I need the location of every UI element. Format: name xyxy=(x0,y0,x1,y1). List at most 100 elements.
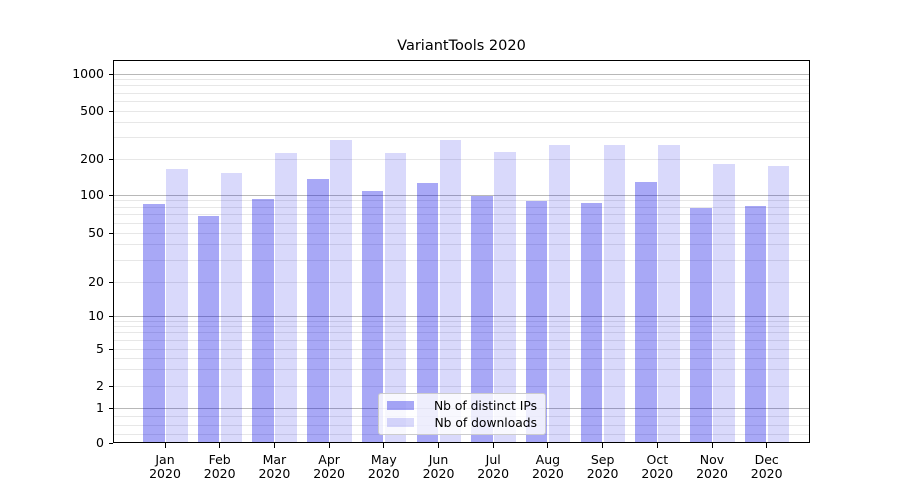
minor-gridline xyxy=(113,332,810,334)
y-tick-label: 200 xyxy=(80,151,104,166)
bar-mar-distinct-ips xyxy=(252,198,274,443)
minor-gridline xyxy=(113,79,810,81)
bar-dec-distinct-ips xyxy=(744,205,767,443)
x-tick-mark xyxy=(711,443,713,448)
minor-gridline xyxy=(113,100,810,102)
bar-aug-distinct-ips xyxy=(525,200,548,443)
y-tick-label: 2 xyxy=(96,378,104,393)
bar-nov-distinct-ips xyxy=(690,207,712,443)
x-tick-label: Nov 2020 xyxy=(696,452,728,481)
y-tick-label: 500 xyxy=(80,103,104,118)
bar-oct-distinct-ips xyxy=(635,181,657,443)
y-tick-mark xyxy=(108,442,113,444)
minor-gridline xyxy=(113,339,810,341)
x-tick-mark xyxy=(656,443,658,448)
x-tick-label: Mar 2020 xyxy=(258,452,291,481)
bar-jan-downloads xyxy=(166,168,188,443)
minor-gridline xyxy=(113,232,810,234)
bar-feb-distinct-ips xyxy=(197,216,220,443)
bar-mar-downloads xyxy=(275,152,297,443)
legend-row-distinct-ips: Nb of distinct IPs xyxy=(387,397,537,414)
x-tick-label: Sep 2020 xyxy=(586,452,619,481)
x-tick-mark xyxy=(273,443,275,448)
minor-gridline xyxy=(113,259,810,261)
legend-row-downloads: Nb of downloads xyxy=(387,414,537,431)
bar-oct-downloads xyxy=(658,145,680,443)
minor-gridline xyxy=(113,122,810,124)
bar-apr-distinct-ips xyxy=(307,178,329,443)
y-tick-label: 5 xyxy=(96,341,104,356)
x-tick-label: Jan 2020 xyxy=(149,452,181,481)
minor-gridline xyxy=(113,110,810,112)
y-tick-mark xyxy=(108,348,113,350)
minor-gridline xyxy=(113,206,810,208)
legend: Nb of distinct IPs Nb of downloads xyxy=(378,393,546,435)
bar-may-distinct-ips xyxy=(361,191,384,443)
y-tick-mark xyxy=(108,385,113,387)
x-tick-label: Dec 2020 xyxy=(750,452,783,481)
y-tick-label: 10 xyxy=(88,308,104,323)
y-tick-mark xyxy=(108,194,113,196)
x-tick-label: Oct 2020 xyxy=(641,452,674,481)
bar-jun-downloads xyxy=(439,140,461,443)
y-tick-label: 100 xyxy=(80,187,104,202)
x-tick-label: Aug 2020 xyxy=(531,452,564,481)
y-tick-mark xyxy=(108,110,113,112)
bar-apr-downloads xyxy=(330,139,352,443)
y-tick-mark xyxy=(108,232,113,234)
legend-label-downloads: Nb of downloads xyxy=(434,415,537,430)
bar-aug-downloads xyxy=(548,145,571,443)
bar-jul-downloads xyxy=(494,152,516,443)
x-tick-label: Jun 2020 xyxy=(422,452,455,481)
minor-gridline xyxy=(113,85,810,87)
bar-sep-downloads xyxy=(603,145,626,443)
x-tick-mark xyxy=(492,443,494,448)
y-tick-mark xyxy=(108,407,113,409)
minor-gridline xyxy=(113,348,810,350)
legend-swatch-distinct-ips xyxy=(387,401,414,410)
legend-label-distinct-ips: Nb of distinct IPs xyxy=(433,398,537,413)
minor-gridline xyxy=(113,369,810,371)
bar-jun-distinct-ips xyxy=(416,182,438,443)
bar-may-downloads xyxy=(384,152,407,443)
x-tick-mark xyxy=(219,443,221,448)
minor-gridline xyxy=(113,222,810,224)
x-tick-label: May 2020 xyxy=(367,452,400,481)
major-gridline xyxy=(113,194,810,196)
minor-gridline xyxy=(113,137,810,139)
x-tick-mark xyxy=(383,443,385,448)
major-gridline xyxy=(113,73,810,75)
minor-gridline xyxy=(113,214,810,216)
y-tick-label: 20 xyxy=(88,274,104,289)
x-tick-mark xyxy=(328,443,330,448)
y-tick-mark xyxy=(108,281,113,283)
minor-gridline xyxy=(113,281,810,283)
x-tick-mark xyxy=(766,443,768,448)
bar-dec-downloads xyxy=(767,165,790,443)
minor-gridline xyxy=(113,244,810,246)
major-gridline xyxy=(113,315,810,317)
x-tick-mark xyxy=(164,443,166,448)
x-tick-mark xyxy=(602,443,604,448)
bar-jul-distinct-ips xyxy=(471,196,493,443)
x-tick-mark xyxy=(438,443,439,448)
bar-sep-distinct-ips xyxy=(580,203,603,443)
chart-title: VariantTools 2020 xyxy=(397,38,526,54)
x-tick-label: Jul 2020 xyxy=(477,452,510,481)
y-tick-label: 1 xyxy=(96,400,104,415)
minor-gridline xyxy=(113,158,810,160)
x-tick-mark xyxy=(547,443,549,448)
minor-gridline xyxy=(113,385,810,387)
bar-feb-downloads xyxy=(220,173,243,443)
x-tick-label: Apr 2020 xyxy=(313,452,345,481)
bar-jan-distinct-ips xyxy=(143,203,165,443)
y-tick-mark xyxy=(108,315,113,317)
y-tick-label: 0 xyxy=(96,435,104,450)
x-tick-label: Feb 2020 xyxy=(203,452,236,481)
y-tick-label: 50 xyxy=(88,225,104,240)
minor-gridline xyxy=(113,320,810,322)
minor-gridline xyxy=(113,326,810,328)
y-tick-label: 1000 xyxy=(72,66,104,81)
minor-gridline xyxy=(113,92,810,94)
